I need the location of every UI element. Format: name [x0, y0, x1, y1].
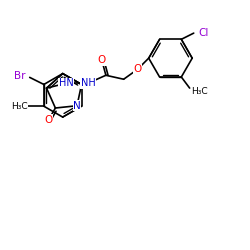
Text: HN: HN — [59, 78, 74, 88]
Text: Cl: Cl — [199, 28, 209, 38]
Text: O: O — [134, 64, 142, 74]
Text: O: O — [98, 56, 106, 66]
Text: H₃C: H₃C — [192, 86, 208, 96]
Text: N: N — [73, 101, 81, 111]
Text: Br: Br — [14, 72, 26, 82]
Text: H₃C: H₃C — [11, 102, 28, 111]
Text: NH: NH — [81, 78, 96, 88]
Text: O: O — [44, 115, 52, 125]
